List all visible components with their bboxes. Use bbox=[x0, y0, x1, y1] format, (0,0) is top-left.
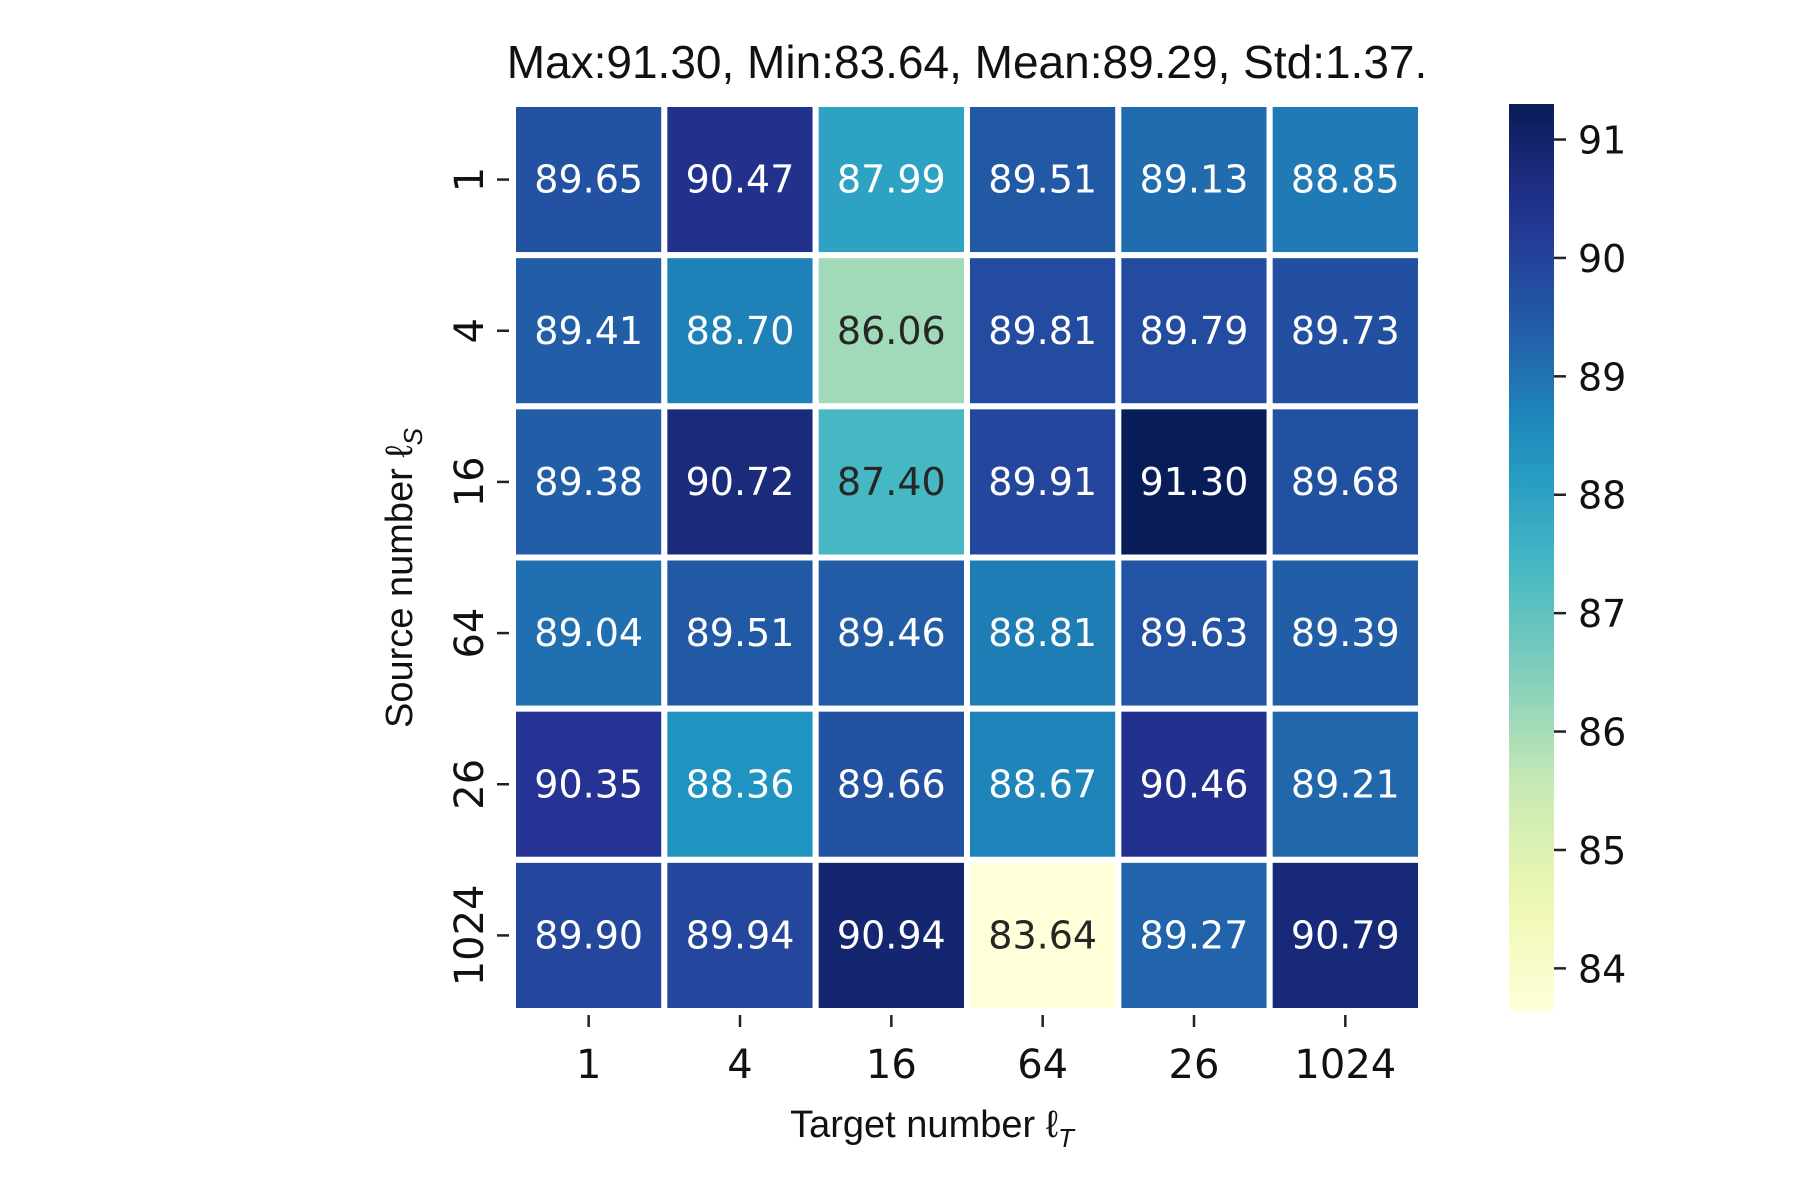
cell-value-label: 89.91 bbox=[988, 460, 1097, 504]
heatmap-cell bbox=[510, 554, 668, 712]
colorbar bbox=[1509, 104, 1554, 1011]
heatmap-cell bbox=[661, 554, 819, 712]
cell-value-label: 89.46 bbox=[837, 611, 946, 655]
cell-value-label: 89.38 bbox=[534, 460, 643, 504]
heatmap-cell bbox=[1266, 856, 1424, 1014]
cell-value-label: 89.94 bbox=[686, 913, 795, 957]
cell-value-label: 89.13 bbox=[1140, 158, 1249, 202]
cell-value-label: 83.64 bbox=[988, 913, 1097, 957]
heatmap-cell bbox=[1266, 705, 1424, 863]
x-tick-label: 64 bbox=[1017, 1042, 1068, 1088]
cell-value-label: 90.94 bbox=[837, 913, 946, 957]
heatmap-cell bbox=[661, 403, 819, 561]
cell-value-label: 90.35 bbox=[534, 762, 643, 806]
heatmap-cell bbox=[510, 856, 668, 1014]
colorbar-tick-label: 86 bbox=[1578, 711, 1626, 755]
cell-value-label: 90.47 bbox=[686, 158, 795, 202]
heatmap-cell bbox=[1266, 101, 1424, 259]
x-axis-label: Target number ℓT bbox=[790, 1104, 1076, 1153]
cell-value-label: 89.04 bbox=[534, 611, 643, 655]
cell-value-label: 89.65 bbox=[534, 158, 643, 202]
heatmap-cell bbox=[964, 252, 1122, 410]
cell-value-label: 89.63 bbox=[1140, 611, 1249, 655]
colorbar-tick-label: 90 bbox=[1578, 237, 1626, 281]
y-tick-label: 64 bbox=[447, 608, 493, 659]
cell-value-label: 89.90 bbox=[534, 913, 643, 957]
y-tick-label: 1 bbox=[447, 167, 493, 192]
cell-value-label: 87.40 bbox=[837, 460, 946, 504]
cell-value-label: 89.51 bbox=[686, 611, 795, 655]
cell-value-label: 88.36 bbox=[686, 762, 795, 806]
heatmap-cell bbox=[1266, 554, 1424, 712]
colorbar-tick-label: 89 bbox=[1578, 355, 1626, 399]
colorbar-tick-label: 87 bbox=[1578, 592, 1626, 636]
y-tick-label: 4 bbox=[447, 318, 493, 343]
heatmap-cell bbox=[1115, 856, 1273, 1014]
x-tick-label: 26 bbox=[1169, 1042, 1220, 1088]
y-tick-label: 1024 bbox=[447, 885, 493, 987]
heatmap-cell bbox=[1115, 554, 1273, 712]
heatmap-cell bbox=[964, 554, 1122, 712]
cell-value-label: 88.85 bbox=[1291, 158, 1400, 202]
heatmap-cell bbox=[1266, 403, 1424, 561]
cell-value-label: 91.30 bbox=[1140, 460, 1249, 504]
y-axis-ticks: 1 4 16 64 26 1024 bbox=[447, 167, 509, 986]
cell-value-label: 89.51 bbox=[988, 158, 1097, 202]
heatmap-cell bbox=[1115, 705, 1273, 863]
y-tick-label: 26 bbox=[447, 759, 493, 810]
cell-value-label: 87.99 bbox=[837, 158, 946, 202]
cell-value-label: 89.81 bbox=[988, 309, 1097, 353]
cell-value-label: 90.72 bbox=[686, 460, 795, 504]
heatmap-cell bbox=[1115, 403, 1273, 561]
cell-value-label: 90.46 bbox=[1140, 762, 1249, 806]
colorbar-tick-label: 84 bbox=[1578, 947, 1626, 991]
heatmap-cell bbox=[1266, 252, 1424, 410]
x-tick-label: 4 bbox=[727, 1042, 752, 1088]
colorbar-tick-label: 85 bbox=[1578, 829, 1626, 873]
colorbar-tick-label: 91 bbox=[1578, 119, 1626, 163]
cell-value-label: 86.06 bbox=[837, 309, 946, 353]
cell-value-label: 89.41 bbox=[534, 309, 643, 353]
heatmap-cell bbox=[812, 554, 971, 712]
heatmap-cell bbox=[964, 403, 1122, 561]
heatmap-cell bbox=[964, 856, 1122, 1014]
heatmap-cell bbox=[812, 705, 971, 863]
x-tick-label: 16 bbox=[866, 1042, 917, 1088]
cell-value-label: 90.79 bbox=[1291, 913, 1400, 957]
heatmap-cell bbox=[661, 252, 819, 410]
heatmap-cells: 89.65 90.47 87.99 89.51 89.13 88.85 89.41 88.70… bbox=[510, 101, 1424, 1014]
cell-value-label: 89.66 bbox=[837, 762, 946, 806]
cell-value-label: 88.67 bbox=[988, 762, 1097, 806]
cell-value-label: 89.21 bbox=[1291, 762, 1400, 806]
x-tick-label: 1 bbox=[576, 1042, 601, 1088]
cell-value-label: 89.39 bbox=[1291, 611, 1400, 655]
colorbar-ticks: 84 85 86 87 88 89 90 91 bbox=[1554, 119, 1626, 991]
y-tick-label: 16 bbox=[447, 456, 493, 507]
cell-value-label: 88.81 bbox=[988, 611, 1097, 655]
cell-value-label: 89.79 bbox=[1140, 309, 1249, 353]
colorbar-tick-label: 88 bbox=[1578, 474, 1626, 518]
cell-value-label: 89.68 bbox=[1291, 460, 1400, 504]
chart-title: Max:91.30, Min:83.64, Mean:89.29, Std:1.… bbox=[507, 36, 1428, 88]
x-axis-ticks: 1 4 16 64 26 1024 bbox=[576, 1015, 1396, 1088]
y-axis-label: Source number ℓS bbox=[379, 427, 428, 728]
cell-value-label: 89.27 bbox=[1140, 913, 1249, 957]
cell-value-label: 88.70 bbox=[686, 309, 795, 353]
cell-value-label: 89.73 bbox=[1291, 309, 1400, 353]
x-tick-label: 1024 bbox=[1294, 1042, 1396, 1088]
